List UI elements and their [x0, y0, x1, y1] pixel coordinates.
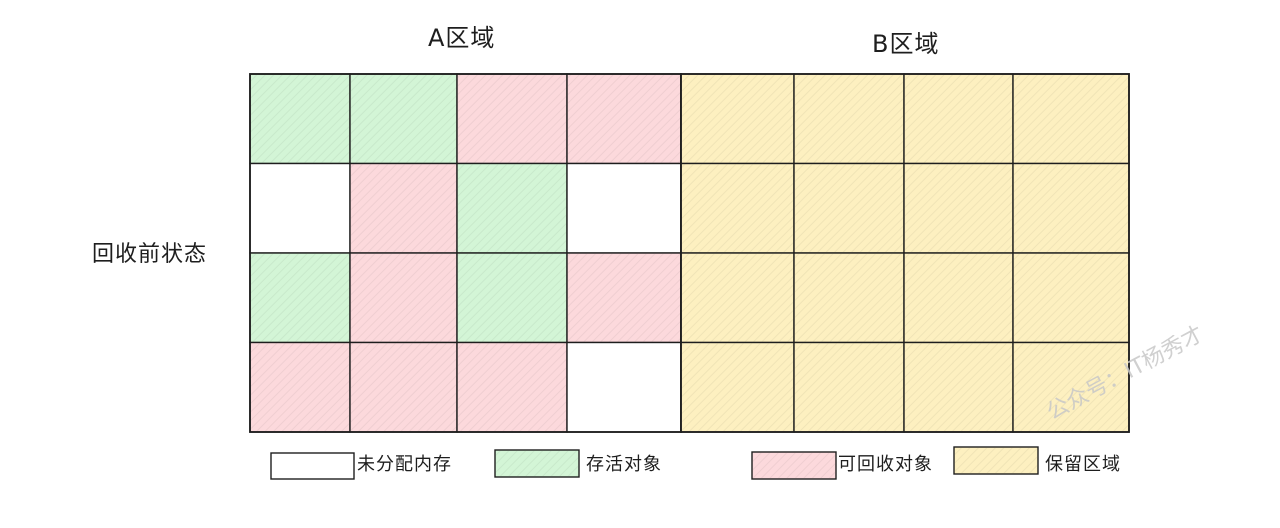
region-b-cell-hatch [795, 254, 903, 342]
region-a-cell-hatch [251, 254, 349, 342]
region-b-grid [680, 73, 1130, 433]
region-b-cell-hatch [1014, 343, 1128, 431]
region-a-cell-hatch [251, 75, 349, 163]
region-a-cell-hatch [251, 343, 349, 431]
region-b-cell-hatch [1014, 75, 1128, 163]
region-b-cell-hatch [905, 75, 1012, 163]
region-a-cell-hatch [351, 254, 456, 342]
region-b-cell-hatch [905, 254, 1012, 342]
region-b-cell-hatch [795, 343, 903, 431]
region-a-cell-hatch [458, 164, 566, 252]
region-a-cell-unallocated [566, 341, 682, 433]
region-b-cell-hatch [1014, 254, 1128, 342]
region-a-cell-unallocated [566, 162, 682, 254]
region-b-cell-hatch [682, 75, 793, 163]
region-a-title: A区域 [428, 24, 496, 52]
legend-swatch-hatch [955, 448, 1037, 473]
region-a-cell-hatch [351, 164, 456, 252]
row-label-before-gc: 回收前状态 [92, 242, 208, 267]
legend-swatch-hatch [496, 451, 578, 476]
region-b-cell-hatch [682, 164, 793, 252]
region-a-cell-unallocated [249, 162, 351, 254]
region-a-cell-hatch [458, 343, 566, 431]
legend-label-live: 存活对象 [586, 454, 662, 475]
region-b-title: B区域 [872, 30, 940, 58]
legend-swatch-hatch [753, 453, 835, 478]
legend-label-reserved: 保留区域 [1045, 454, 1121, 475]
legend-label-reclaimable: 可回收对象 [838, 454, 933, 475]
region-b-cell-hatch [1014, 164, 1128, 252]
region-a-cell-hatch [458, 254, 566, 342]
region-a-cell-hatch [568, 75, 680, 163]
region-b-border [680, 73, 1130, 433]
region-b-cell-hatch [795, 164, 903, 252]
region-b-cell-hatch [682, 254, 793, 342]
legend [270, 446, 1039, 480]
region-a-grid [249, 73, 682, 433]
legend-label-unallocated: 未分配内存 [357, 454, 452, 475]
region-b-cell-hatch [905, 164, 1012, 252]
region-b-cell-hatch [795, 75, 903, 163]
region-b-cell-hatch [682, 343, 793, 431]
region-a-cell-hatch [351, 343, 456, 431]
region-b-cell-hatch [905, 343, 1012, 431]
region-a-cell-hatch [568, 254, 680, 342]
legend-swatch-unallocated [270, 452, 355, 480]
region-a-cell-hatch [351, 75, 456, 163]
region-a-cell-hatch [458, 75, 566, 163]
